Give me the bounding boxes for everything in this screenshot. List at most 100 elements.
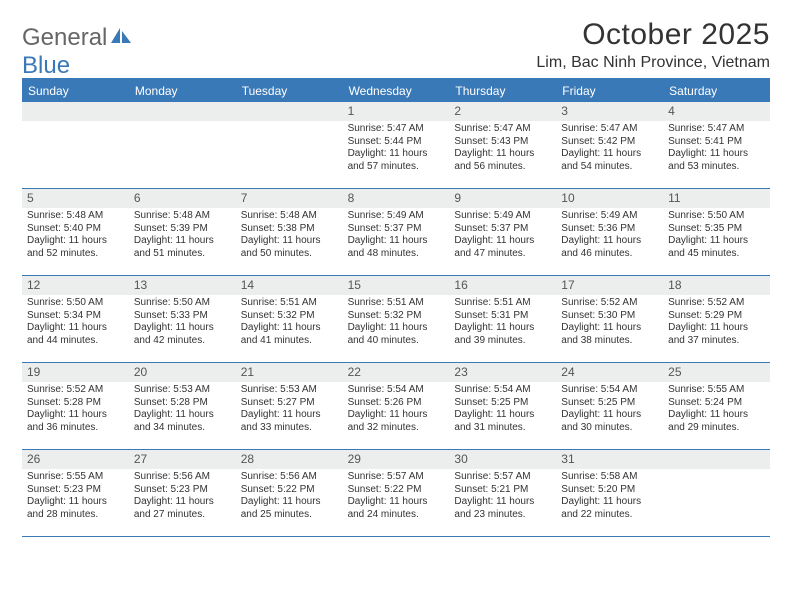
day-body: Sunrise: 5:58 AMSunset: 5:20 PMDaylight:… — [556, 469, 663, 525]
sunrise-line: Sunrise: 5:52 AM — [561, 297, 658, 310]
day-cell: 6Sunrise: 5:48 AMSunset: 5:39 PMDaylight… — [129, 189, 236, 275]
sunset-line: Sunset: 5:44 PM — [348, 136, 445, 149]
day-body: Sunrise: 5:52 AMSunset: 5:29 PMDaylight:… — [663, 295, 770, 351]
day-number — [129, 102, 236, 121]
sunrise-line: Sunrise: 5:54 AM — [348, 384, 445, 397]
location-subtitle: Lim, Bac Ninh Province, Vietnam — [536, 54, 770, 72]
sunrise-line: Sunrise: 5:51 AM — [454, 297, 551, 310]
day-cell: 19Sunrise: 5:52 AMSunset: 5:28 PMDayligh… — [22, 363, 129, 449]
daylight-line: Daylight: 11 hours and 47 minutes. — [454, 235, 551, 260]
daylight-line: Daylight: 11 hours and 48 minutes. — [348, 235, 445, 260]
day-number — [236, 102, 343, 121]
dow-saturday: Saturday — [663, 80, 770, 102]
day-cell — [129, 102, 236, 188]
daylight-line: Daylight: 11 hours and 34 minutes. — [134, 409, 231, 434]
sunrise-line: Sunrise: 5:56 AM — [241, 471, 338, 484]
day-body: Sunrise: 5:50 AMSunset: 5:33 PMDaylight:… — [129, 295, 236, 351]
week-row: 1Sunrise: 5:47 AMSunset: 5:44 PMDaylight… — [22, 102, 770, 189]
day-cell: 10Sunrise: 5:49 AMSunset: 5:36 PMDayligh… — [556, 189, 663, 275]
daylight-line: Daylight: 11 hours and 53 minutes. — [668, 148, 765, 173]
sunrise-line: Sunrise: 5:48 AM — [241, 210, 338, 223]
day-cell: 3Sunrise: 5:47 AMSunset: 5:42 PMDaylight… — [556, 102, 663, 188]
day-body: Sunrise: 5:51 AMSunset: 5:32 PMDaylight:… — [236, 295, 343, 351]
sunrise-line: Sunrise: 5:54 AM — [454, 384, 551, 397]
sunset-line: Sunset: 5:24 PM — [668, 397, 765, 410]
sunrise-line: Sunrise: 5:47 AM — [668, 123, 765, 136]
sunrise-line: Sunrise: 5:47 AM — [561, 123, 658, 136]
day-body: Sunrise: 5:48 AMSunset: 5:39 PMDaylight:… — [129, 208, 236, 264]
sunrise-line: Sunrise: 5:52 AM — [27, 384, 124, 397]
day-number: 1 — [343, 102, 450, 121]
day-body: Sunrise: 5:47 AMSunset: 5:41 PMDaylight:… — [663, 121, 770, 177]
day-number: 11 — [663, 189, 770, 208]
day-number: 22 — [343, 363, 450, 382]
title-block: October 2025 Lim, Bac Ninh Province, Vie… — [536, 18, 770, 72]
daylight-line: Daylight: 11 hours and 28 minutes. — [27, 496, 124, 521]
daylight-line: Daylight: 11 hours and 33 minutes. — [241, 409, 338, 434]
day-number: 12 — [22, 276, 129, 295]
day-body: Sunrise: 5:49 AMSunset: 5:37 PMDaylight:… — [343, 208, 450, 264]
sunrise-line: Sunrise: 5:47 AM — [348, 123, 445, 136]
day-number: 21 — [236, 363, 343, 382]
logo-text-blue: Blue — [22, 52, 70, 80]
day-body: Sunrise: 5:51 AMSunset: 5:32 PMDaylight:… — [343, 295, 450, 351]
daylight-line: Daylight: 11 hours and 46 minutes. — [561, 235, 658, 260]
day-body: Sunrise: 5:55 AMSunset: 5:24 PMDaylight:… — [663, 382, 770, 438]
daylight-line: Daylight: 11 hours and 40 minutes. — [348, 322, 445, 347]
day-cell: 24Sunrise: 5:54 AMSunset: 5:25 PMDayligh… — [556, 363, 663, 449]
sunset-line: Sunset: 5:27 PM — [241, 397, 338, 410]
sunset-line: Sunset: 5:34 PM — [27, 310, 124, 323]
day-number: 17 — [556, 276, 663, 295]
sunrise-line: Sunrise: 5:49 AM — [348, 210, 445, 223]
day-cell: 18Sunrise: 5:52 AMSunset: 5:29 PMDayligh… — [663, 276, 770, 362]
day-cell: 21Sunrise: 5:53 AMSunset: 5:27 PMDayligh… — [236, 363, 343, 449]
dow-header-row: Sunday Monday Tuesday Wednesday Thursday… — [22, 80, 770, 102]
sunset-line: Sunset: 5:30 PM — [561, 310, 658, 323]
day-body: Sunrise: 5:50 AMSunset: 5:34 PMDaylight:… — [22, 295, 129, 351]
day-body: Sunrise: 5:56 AMSunset: 5:22 PMDaylight:… — [236, 469, 343, 525]
day-number: 28 — [236, 450, 343, 469]
day-number: 31 — [556, 450, 663, 469]
day-cell: 15Sunrise: 5:51 AMSunset: 5:32 PMDayligh… — [343, 276, 450, 362]
sunset-line: Sunset: 5:35 PM — [668, 223, 765, 236]
week-row: 5Sunrise: 5:48 AMSunset: 5:40 PMDaylight… — [22, 189, 770, 276]
dow-tuesday: Tuesday — [236, 80, 343, 102]
daylight-line: Daylight: 11 hours and 36 minutes. — [27, 409, 124, 434]
day-body: Sunrise: 5:47 AMSunset: 5:43 PMDaylight:… — [449, 121, 556, 177]
daylight-line: Daylight: 11 hours and 52 minutes. — [27, 235, 124, 260]
daylight-line: Daylight: 11 hours and 32 minutes. — [348, 409, 445, 434]
daylight-line: Daylight: 11 hours and 54 minutes. — [561, 148, 658, 173]
day-cell: 16Sunrise: 5:51 AMSunset: 5:31 PMDayligh… — [449, 276, 556, 362]
day-number: 14 — [236, 276, 343, 295]
sunrise-line: Sunrise: 5:51 AM — [241, 297, 338, 310]
day-cell: 11Sunrise: 5:50 AMSunset: 5:35 PMDayligh… — [663, 189, 770, 275]
daylight-line: Daylight: 11 hours and 51 minutes. — [134, 235, 231, 260]
sunset-line: Sunset: 5:32 PM — [348, 310, 445, 323]
daylight-line: Daylight: 11 hours and 56 minutes. — [454, 148, 551, 173]
day-cell: 29Sunrise: 5:57 AMSunset: 5:22 PMDayligh… — [343, 450, 450, 536]
day-body: Sunrise: 5:55 AMSunset: 5:23 PMDaylight:… — [22, 469, 129, 525]
day-number: 18 — [663, 276, 770, 295]
day-cell: 30Sunrise: 5:57 AMSunset: 5:21 PMDayligh… — [449, 450, 556, 536]
day-cell: 13Sunrise: 5:50 AMSunset: 5:33 PMDayligh… — [129, 276, 236, 362]
sunset-line: Sunset: 5:40 PM — [27, 223, 124, 236]
sunrise-line: Sunrise: 5:50 AM — [27, 297, 124, 310]
day-cell: 2Sunrise: 5:47 AMSunset: 5:43 PMDaylight… — [449, 102, 556, 188]
sunset-line: Sunset: 5:31 PM — [454, 310, 551, 323]
sunrise-line: Sunrise: 5:48 AM — [27, 210, 124, 223]
daylight-line: Daylight: 11 hours and 24 minutes. — [348, 496, 445, 521]
sunset-line: Sunset: 5:42 PM — [561, 136, 658, 149]
daylight-line: Daylight: 11 hours and 44 minutes. — [27, 322, 124, 347]
day-cell: 20Sunrise: 5:53 AMSunset: 5:28 PMDayligh… — [129, 363, 236, 449]
sunset-line: Sunset: 5:26 PM — [348, 397, 445, 410]
sunrise-line: Sunrise: 5:48 AM — [134, 210, 231, 223]
day-number: 10 — [556, 189, 663, 208]
day-number: 15 — [343, 276, 450, 295]
sunset-line: Sunset: 5:28 PM — [27, 397, 124, 410]
month-title: October 2025 — [536, 18, 770, 52]
logo-sail-icon — [111, 28, 133, 51]
sunset-line: Sunset: 5:36 PM — [561, 223, 658, 236]
day-number: 26 — [22, 450, 129, 469]
day-number: 6 — [129, 189, 236, 208]
day-number: 2 — [449, 102, 556, 121]
